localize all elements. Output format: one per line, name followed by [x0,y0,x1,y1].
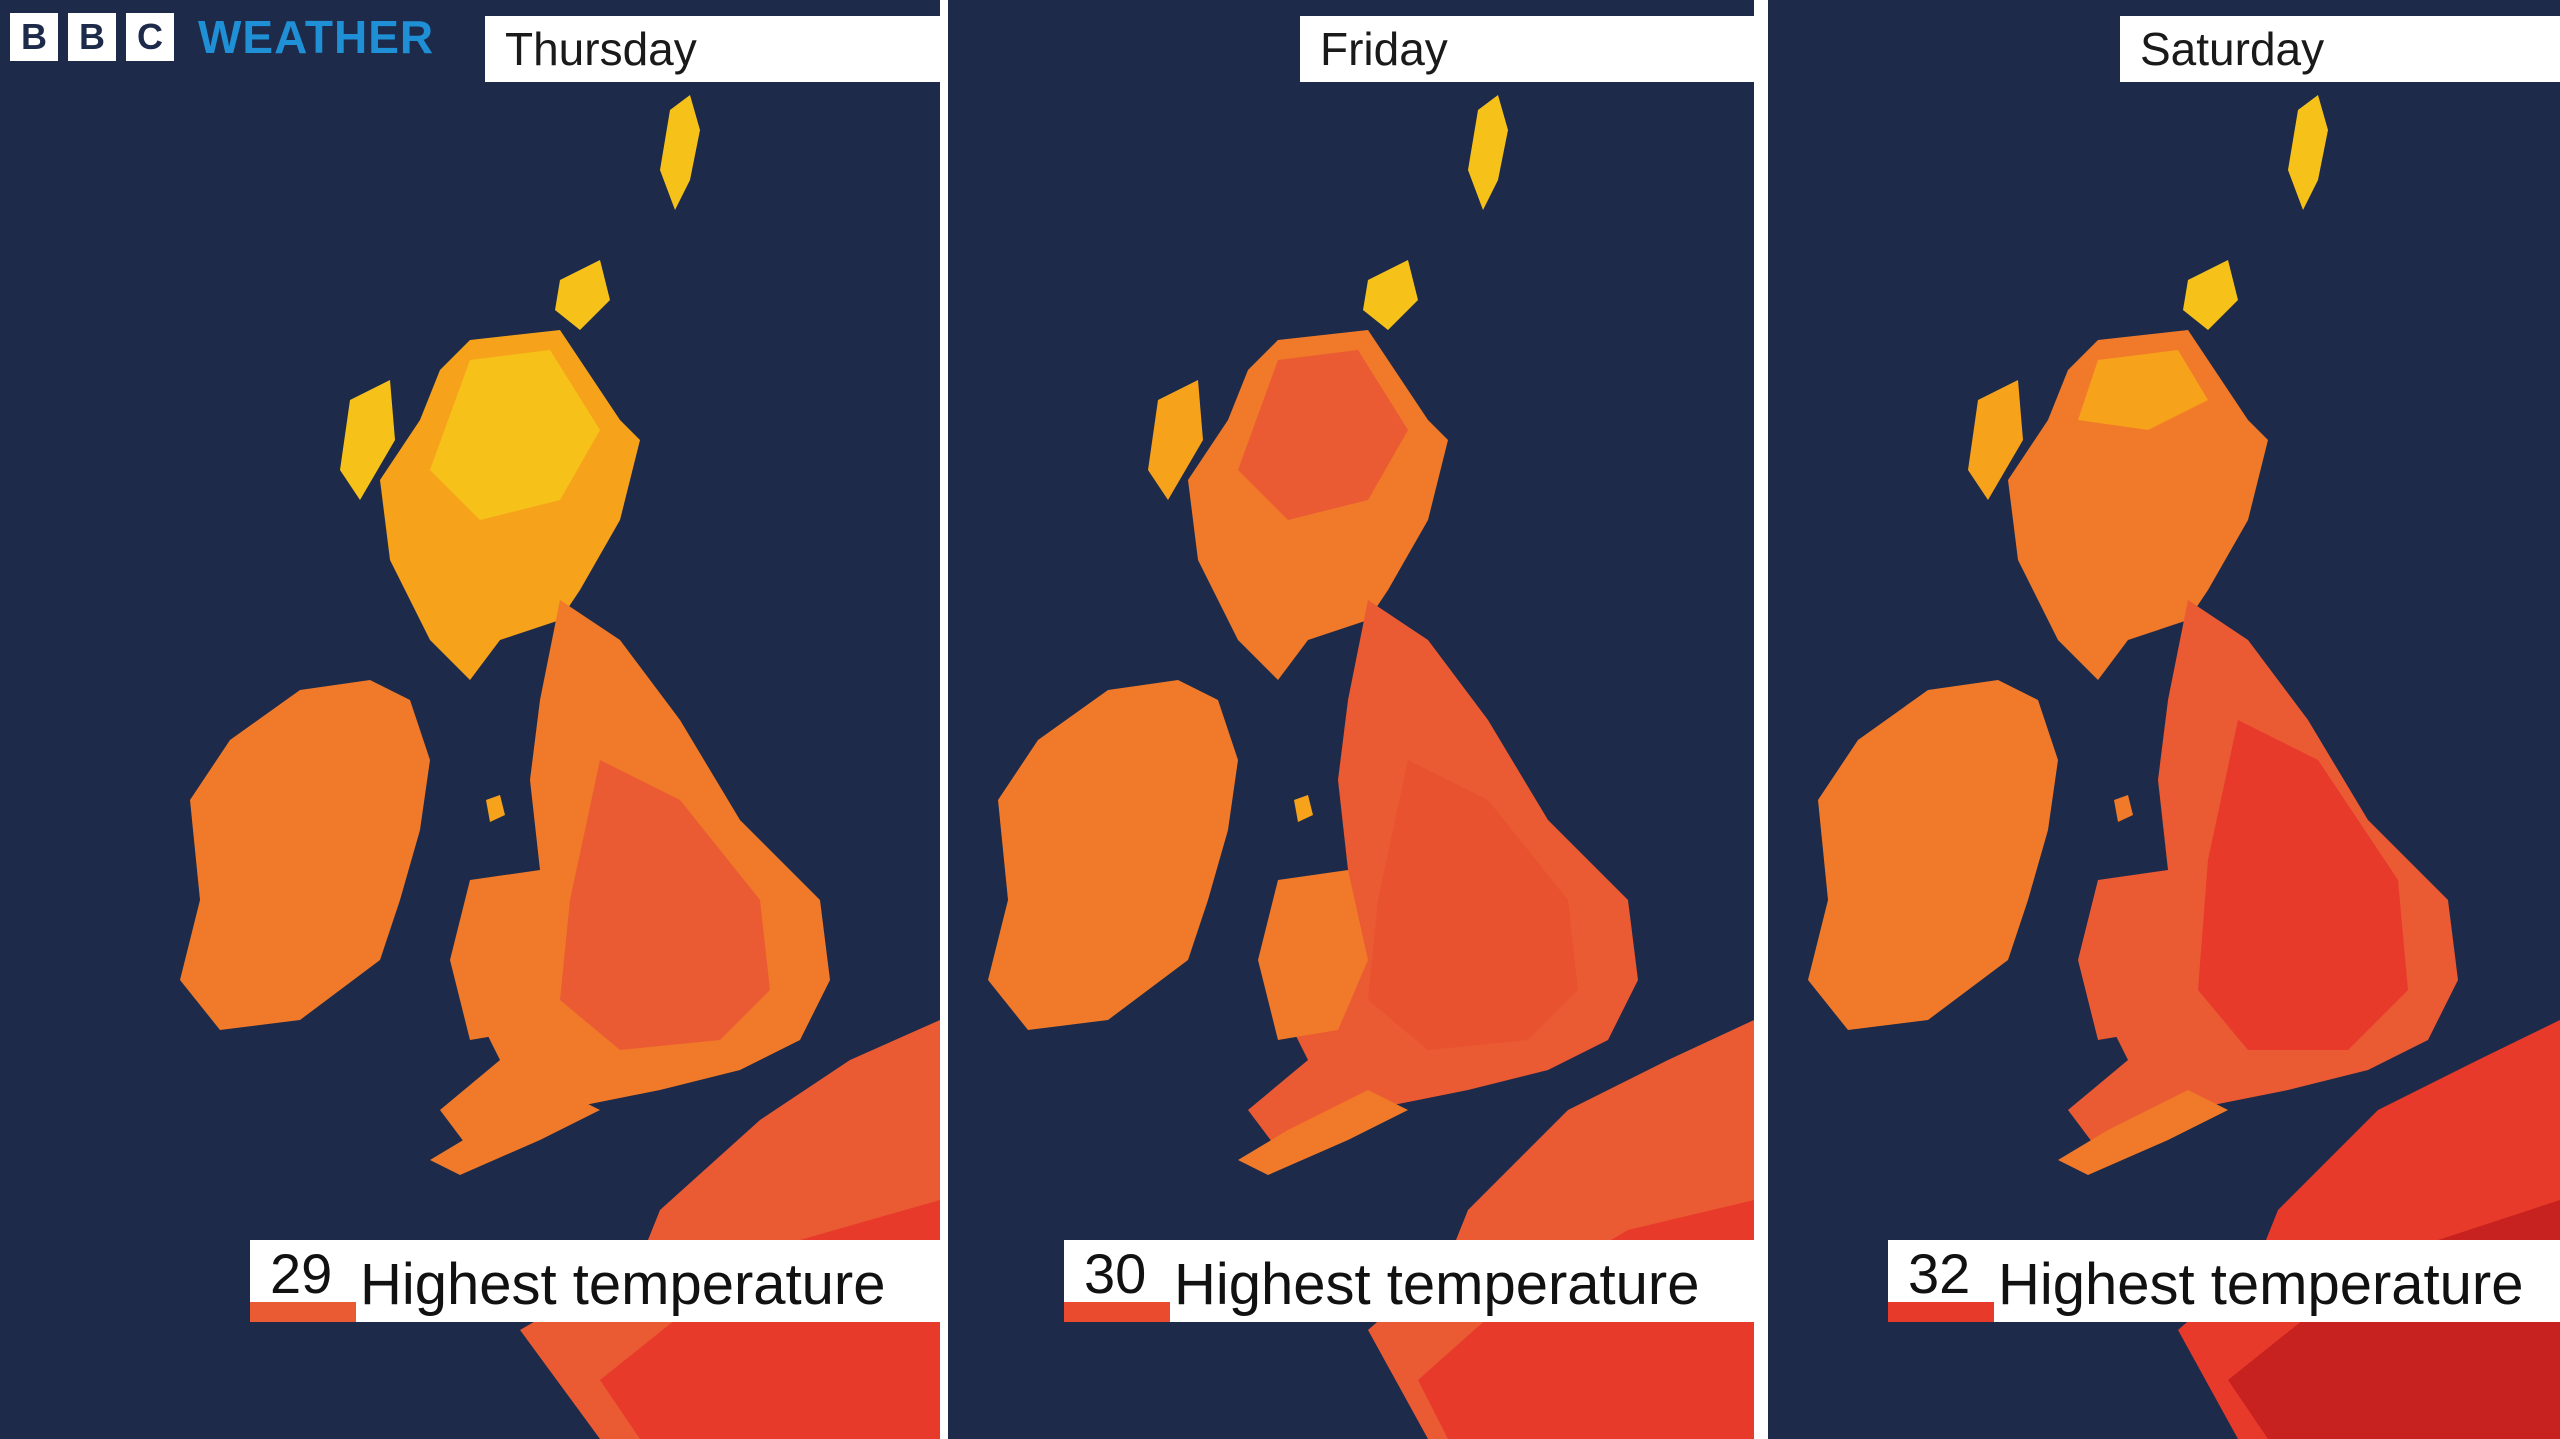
day-label-friday: Friday [1300,16,1754,82]
legend-saturday: 32 Highest temperature [1888,1240,2560,1322]
temperature-swatch [1888,1302,1994,1322]
england-inland-hot [2198,720,2408,1050]
southwest-peninsula [430,1090,600,1175]
map-panel-thursday: B B C WEATHER Thursday 29 Highest temper… [0,0,940,1439]
ireland-landmass [988,680,1238,1030]
shetland-islands [1468,95,1508,210]
max-temp-value: 29 [270,1242,333,1305]
england-inland-warm [560,760,770,1050]
hebrides-islands [1148,380,1203,500]
isle-of-man [1294,795,1313,822]
isle-of-man [486,795,505,822]
temperature-swatch [250,1302,356,1322]
legend-caption: Highest temperature [1998,1252,2524,1317]
shetland-islands [660,95,700,210]
wales-landmass [1258,870,1368,1040]
map-panel-saturday: Saturday 32 Highest temperature [1768,0,2560,1439]
scotland-highlands-cool [430,350,600,520]
scotland-landmass [2008,330,2268,680]
orkney-islands [2183,260,2238,330]
day-label-thursday: Thursday [485,16,940,82]
temperature-swatch [1064,1302,1170,1322]
max-temp-value: 32 [1908,1242,1971,1305]
bbc-weather-logo: B B C WEATHER [10,11,435,63]
temperature-map-thursday [180,95,940,1439]
england-inland-warm [1368,760,1578,1050]
legend-caption: Highest temperature [360,1252,886,1317]
max-temp-value: 30 [1084,1242,1147,1305]
day-label-saturday: Saturday [2120,16,2560,82]
hebrides-islands [340,380,395,500]
temperature-map-saturday [1808,95,2560,1439]
logo-word: WEATHER [198,11,435,63]
isle-of-man [2114,795,2133,822]
scotland-north-cool [2078,350,2208,430]
legend-friday: 30 Highest temperature [1064,1240,1754,1322]
legend-caption: Highest temperature [1174,1252,1700,1317]
temperature-map-friday [988,95,1754,1439]
logo-letter-c: C [126,13,174,61]
southwest-peninsula [2058,1090,2228,1175]
logo-letter-b1: B [10,13,58,61]
scotland-highlands [1238,350,1408,520]
wales-landmass [2078,870,2188,1040]
southwest-peninsula [1238,1090,1408,1175]
ireland-landmass [180,680,430,1030]
legend-thursday: 29 Highest temperature [250,1240,940,1322]
hebrides-islands [1968,380,2023,500]
shetland-islands [2288,95,2328,210]
orkney-islands [555,260,610,330]
map-panel-friday: Friday 30 Highest temperature [948,0,1754,1439]
orkney-islands [1363,260,1418,330]
ireland-landmass [1808,680,2058,1030]
wales-landmass [450,870,560,1040]
logo-letter-b2: B [68,13,116,61]
